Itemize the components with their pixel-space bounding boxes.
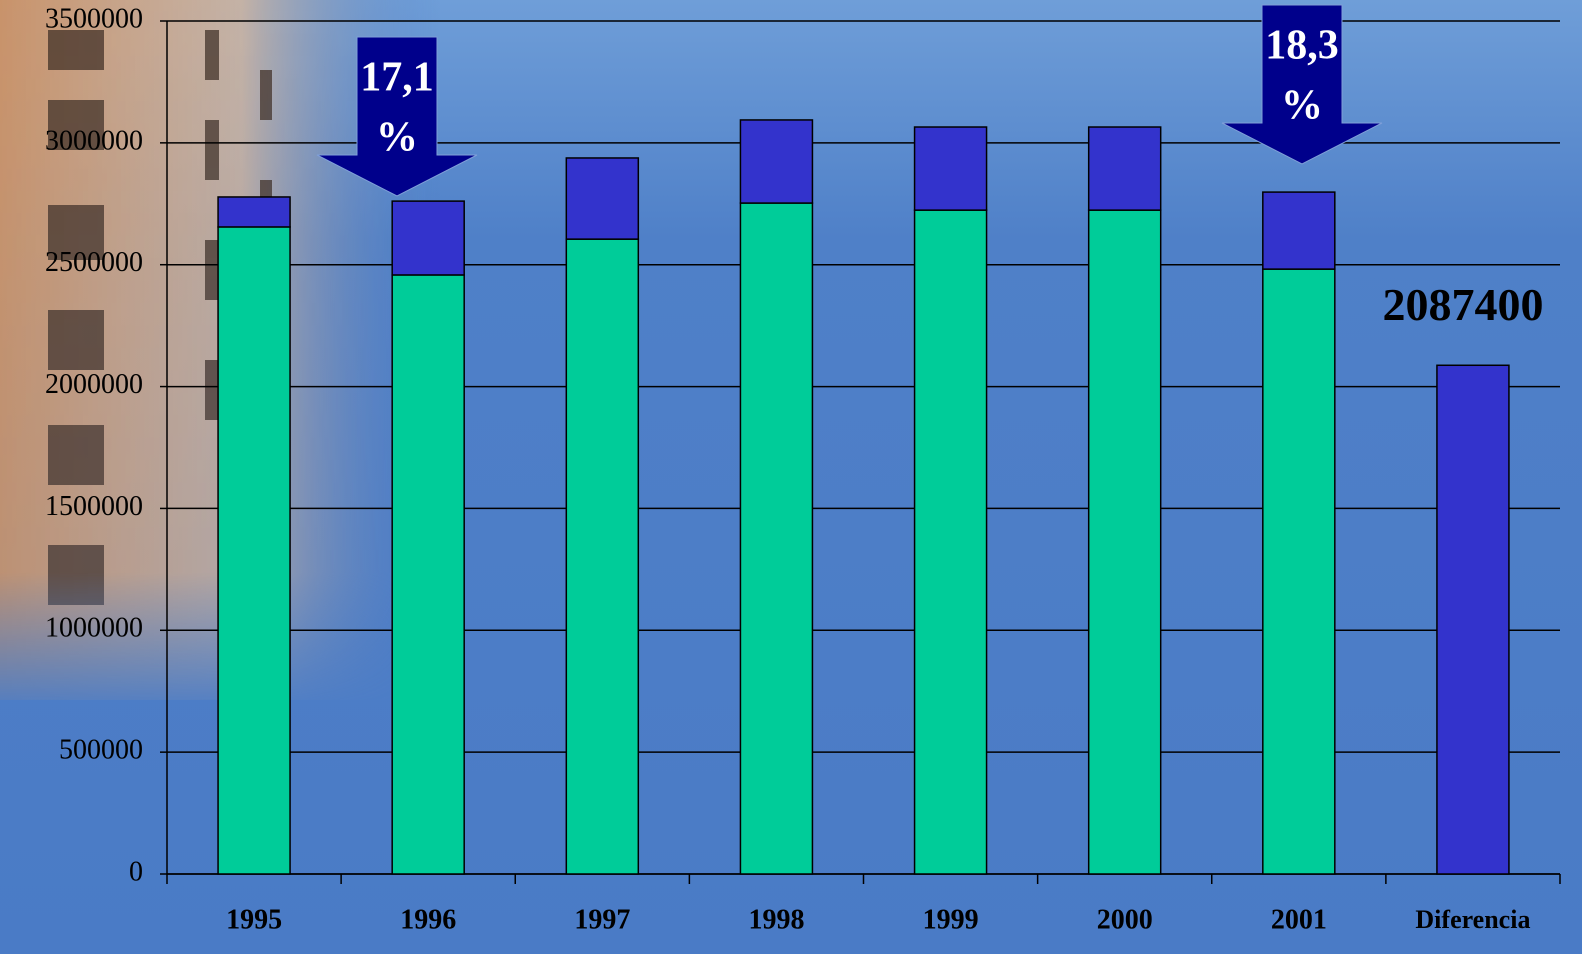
annotation-text: 18,3 (1265, 23, 1339, 69)
x-tick-label: 2000 (1097, 904, 1153, 935)
bar-segment (217, 226, 291, 875)
x-tick-label: 1998 (748, 904, 804, 935)
bar-segment (1262, 268, 1336, 875)
x-tick-label: 2001 (1271, 904, 1327, 935)
bar-segment (391, 274, 465, 875)
y-tick-label: 1000000 (45, 613, 143, 644)
annotation-arrow: 17,1% (316, 36, 478, 197)
bar-segment (1436, 364, 1510, 875)
y-tick-label: 3500000 (45, 3, 143, 34)
x-tick-label: 1999 (923, 904, 979, 935)
bar-segment (913, 126, 988, 211)
y-tick-label: 3000000 (45, 125, 143, 156)
y-tick-label: 2500000 (45, 247, 143, 278)
bar-segment (1262, 191, 1336, 270)
y-tick-label: 0 (129, 856, 143, 887)
bar-segment (391, 200, 465, 276)
bar-segment (913, 209, 988, 875)
annotation-arrow: 18,3% (1221, 4, 1383, 165)
bar-segment (739, 202, 814, 875)
y-tick-label: 1500000 (45, 491, 143, 522)
bar-segment (1087, 209, 1162, 875)
x-tick-label: 1997 (574, 904, 630, 935)
x-tick-label: 1995 (226, 904, 282, 935)
arrow-shape (1221, 4, 1383, 165)
bar-segment (565, 157, 640, 240)
bar-segment (1087, 126, 1162, 211)
data-label: 2087400 (1382, 279, 1543, 330)
bar-segment (565, 238, 640, 875)
y-tick-label: 2000000 (45, 369, 143, 400)
y-tick-label: 500000 (59, 735, 143, 766)
annotation-text: 17,1 (360, 55, 434, 101)
arrow-shape (316, 36, 478, 197)
x-tick-label: 1996 (400, 904, 456, 935)
bar-segment (739, 119, 814, 204)
bar-segment (217, 196, 291, 228)
annotation-text: % (1281, 83, 1323, 129)
x-tick-label: Diferencia (1415, 905, 1530, 934)
annotation-text: % (376, 115, 418, 161)
